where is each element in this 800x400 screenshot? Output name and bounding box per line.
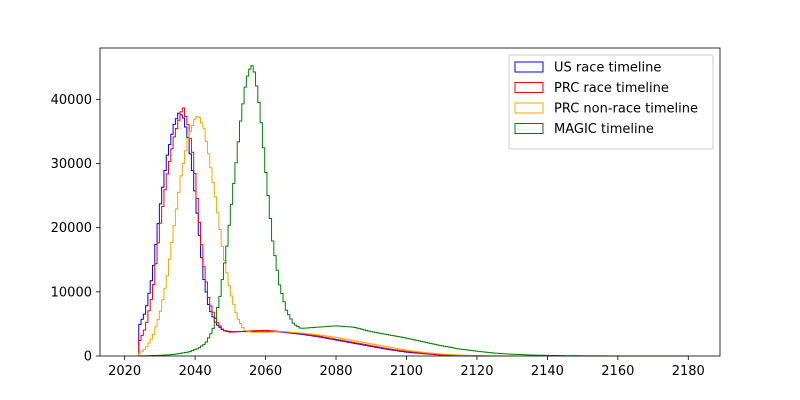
legend-swatch-3 <box>514 123 544 134</box>
legend-label-3: MAGIC timeline <box>554 122 654 137</box>
legend-swatch-1 <box>514 82 544 93</box>
legend-label-0: US race timeline <box>554 61 661 76</box>
y-tick-label: 40000 <box>51 93 92 108</box>
x-tick-label: 2100 <box>390 364 423 379</box>
series-line-1 <box>138 107 496 357</box>
y-tick-label: 20000 <box>51 221 92 236</box>
x-tick-label: 2140 <box>531 364 564 379</box>
plot-frame <box>99 47 721 357</box>
y-tick-label: 30000 <box>51 157 92 172</box>
x-tick-label: 2160 <box>601 364 634 379</box>
x-tick-label: 2180 <box>672 364 705 379</box>
legend-label-2: PRC non-race timeline <box>554 102 698 117</box>
x-tick-label: 2020 <box>108 364 141 379</box>
legend-swatch-0 <box>514 61 544 73</box>
legend-swatch-2 <box>514 102 544 114</box>
x-tick-label: 2040 <box>179 364 212 379</box>
x-tick-label: 2080 <box>319 364 352 379</box>
x-tick-label: 2060 <box>249 364 282 379</box>
y-tick-label: 0 <box>84 350 92 365</box>
axes-layer: 2020 2040 2060 2080 2100 2120 2140 2160 2180 0 100… <box>51 93 705 379</box>
y-tick-label: 10000 <box>51 285 92 300</box>
legend: US race timeline PRC race timeline PRC non… <box>508 54 714 150</box>
series-line-2 <box>138 116 515 357</box>
legend-label-1: PRC race timeline <box>554 81 669 96</box>
x-tick-label: 2120 <box>460 364 493 379</box>
legend-box <box>508 54 714 150</box>
